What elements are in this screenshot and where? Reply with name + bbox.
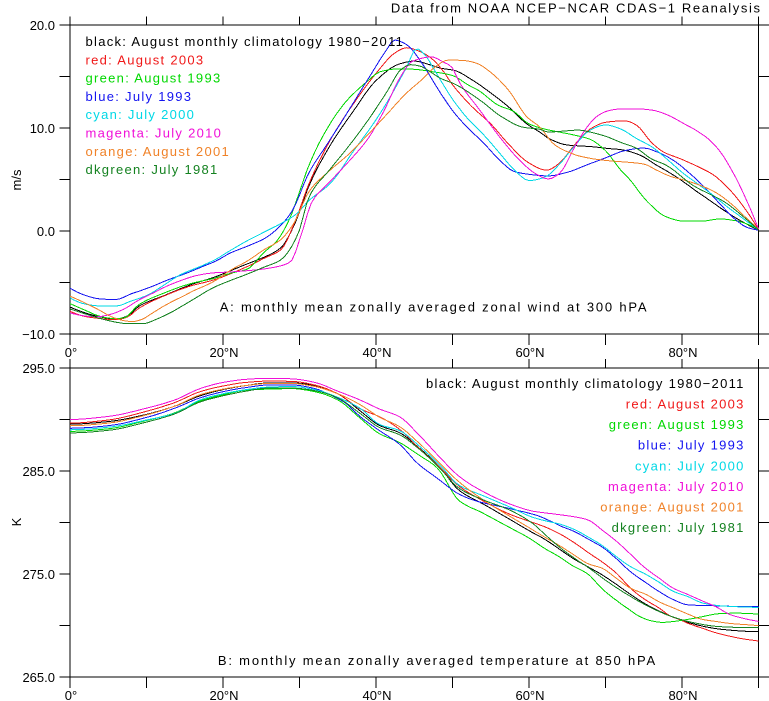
- svg-text:black: August monthly climatol: black: August monthly climatology 1980−2…: [426, 376, 745, 391]
- svg-text:20°N: 20°N: [209, 345, 238, 360]
- svg-text:295.0: 295.0: [22, 361, 55, 376]
- svg-text:dkgreen: July 1981: dkgreen: July 1981: [612, 520, 745, 535]
- svg-text:20.0: 20.0: [30, 18, 55, 33]
- svg-text:orange: August 2001: orange: August 2001: [86, 144, 231, 159]
- svg-text:black: August monthly climatol: black: August monthly climatology 1980−2…: [86, 34, 405, 49]
- svg-text:80°N: 80°N: [668, 345, 697, 360]
- svg-text:dkgreen: July 1981: dkgreen: July 1981: [86, 162, 219, 177]
- svg-text:magenta: July 2010: magenta: July 2010: [86, 126, 223, 141]
- svg-text:265.0: 265.0: [22, 670, 55, 685]
- svg-text:40°N: 40°N: [362, 688, 391, 701]
- svg-text:60°N: 60°N: [515, 345, 544, 360]
- svg-text:60°N: 60°N: [515, 688, 544, 701]
- svg-text:B: monthly mean zonally averag: B: monthly mean zonally averaged tempera…: [218, 653, 657, 668]
- svg-text:0°: 0°: [65, 345, 77, 360]
- svg-text:orange: August 2001: orange: August 2001: [600, 500, 745, 515]
- svg-text:cyan: July 2000: cyan: July 2000: [86, 107, 196, 122]
- svg-text:green: August 1993: green: August 1993: [86, 71, 222, 86]
- svg-text:A: monthly mean zonally averag: A: monthly mean zonally averaged zonal w…: [220, 299, 649, 314]
- svg-text:magenta: July 2010: magenta: July 2010: [608, 479, 745, 494]
- svg-text:red: August 2003: red: August 2003: [86, 52, 205, 67]
- svg-text:285.0: 285.0: [22, 464, 55, 479]
- svg-text:green: August 1993: green: August 1993: [609, 417, 745, 432]
- svg-text:80°N: 80°N: [668, 688, 697, 701]
- svg-text:Data from NOAA NCEP−NCAR CDAS−: Data from NOAA NCEP−NCAR CDAS−1 Reanalys…: [391, 0, 762, 15]
- svg-text:275.0: 275.0: [22, 567, 55, 582]
- svg-text:−10.0: −10.0: [22, 327, 55, 342]
- svg-text:m/s: m/s: [9, 169, 24, 190]
- svg-text:blue: July 1993: blue: July 1993: [86, 89, 193, 104]
- svg-text:0.0: 0.0: [37, 224, 55, 239]
- svg-text:40°N: 40°N: [362, 345, 391, 360]
- svg-text:0°: 0°: [65, 688, 77, 701]
- svg-text:blue: July 1993: blue: July 1993: [638, 438, 745, 453]
- svg-text:K: K: [9, 517, 24, 526]
- svg-text:cyan: July 2000: cyan: July 2000: [635, 458, 745, 473]
- svg-text:red: August 2003: red: August 2003: [626, 397, 745, 412]
- svg-text:20°N: 20°N: [209, 688, 238, 701]
- svg-text:10.0: 10.0: [30, 121, 55, 136]
